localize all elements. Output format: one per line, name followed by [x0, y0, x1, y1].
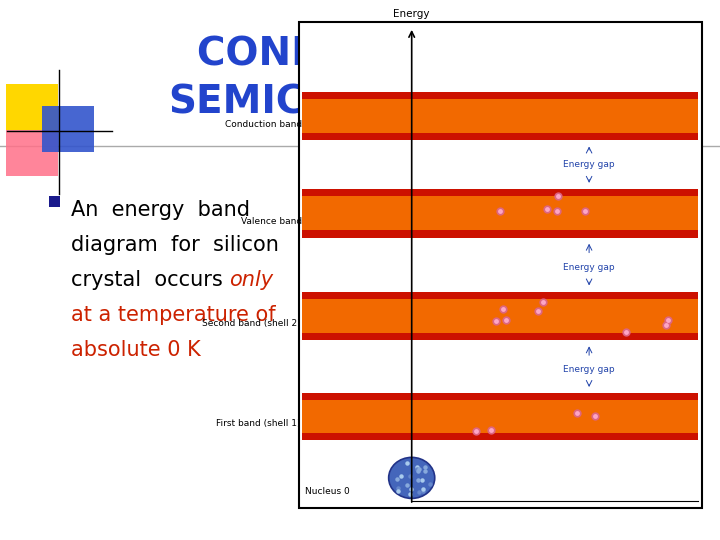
Bar — [302, 197, 698, 230]
Bar — [302, 92, 698, 140]
Text: Nucleus 0: Nucleus 0 — [305, 487, 349, 496]
Bar — [302, 99, 698, 133]
Bar — [299, 22, 702, 508]
Text: Energy gap: Energy gap — [563, 160, 615, 169]
Text: Second band (shell 2): Second band (shell 2) — [202, 319, 301, 328]
Text: Energy gap: Energy gap — [563, 263, 615, 272]
Text: Energy gap: Energy gap — [563, 366, 615, 374]
Text: Conduction band: Conduction band — [225, 119, 302, 129]
Text: Energy: Energy — [393, 9, 430, 19]
Bar — [302, 299, 698, 333]
Bar — [302, 292, 698, 340]
Bar — [302, 400, 698, 433]
Text: First band (shell 1): First band (shell 1) — [217, 419, 301, 428]
Bar — [42, 106, 94, 152]
Text: diagram  for  silicon: diagram for silicon — [71, 235, 279, 255]
Bar — [6, 84, 58, 130]
Ellipse shape — [389, 457, 435, 498]
Bar — [302, 189, 698, 238]
Bar — [49, 196, 60, 207]
Text: Valence band: Valence band — [241, 217, 302, 226]
Text: absolute 0 K: absolute 0 K — [71, 340, 200, 360]
Bar — [6, 130, 58, 176]
Text: only: only — [229, 270, 273, 290]
Text: SEMICONDUCTORS: SEMICONDUCTORS — [168, 84, 580, 122]
Text: An  energy  band: An energy band — [71, 200, 250, 220]
Bar — [302, 393, 698, 440]
Text: CONDUCTION IN: CONDUCTION IN — [197, 35, 552, 73]
Text: crystal  occurs: crystal occurs — [71, 270, 229, 290]
Text: at a temperature of: at a temperature of — [71, 305, 275, 325]
